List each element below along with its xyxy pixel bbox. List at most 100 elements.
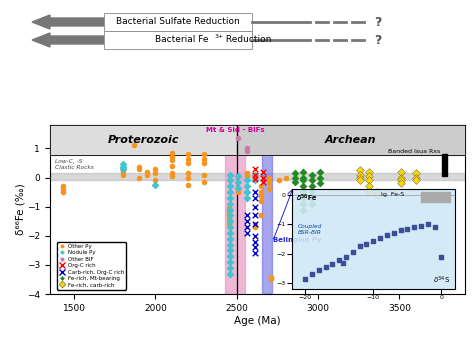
Point xyxy=(144,169,151,174)
Point xyxy=(119,168,127,173)
Point xyxy=(251,233,258,239)
Point xyxy=(300,169,307,174)
Point xyxy=(243,173,250,179)
Point xyxy=(227,236,234,241)
Point xyxy=(300,189,307,195)
Point xyxy=(201,172,208,177)
Text: Archean: Archean xyxy=(325,135,376,145)
Point xyxy=(349,250,356,255)
Point xyxy=(243,146,250,151)
Point xyxy=(412,178,419,183)
Point xyxy=(227,184,234,189)
Text: ?: ? xyxy=(374,16,382,28)
Point xyxy=(227,248,234,253)
Point xyxy=(59,187,66,192)
Point xyxy=(227,259,234,265)
Point xyxy=(267,274,275,279)
Point xyxy=(282,175,290,180)
Point xyxy=(322,264,329,270)
Point xyxy=(300,178,307,183)
Point xyxy=(119,166,127,171)
Point xyxy=(184,151,192,157)
Bar xyxy=(104,31,252,49)
Point xyxy=(308,172,315,177)
Point xyxy=(365,184,373,189)
Point xyxy=(403,226,411,232)
Point xyxy=(412,175,419,180)
Point xyxy=(152,182,159,188)
Point xyxy=(168,154,175,160)
Point xyxy=(243,170,250,176)
Point xyxy=(257,198,265,203)
Point xyxy=(235,173,242,179)
Point xyxy=(267,277,275,282)
Point xyxy=(251,172,258,177)
Point xyxy=(225,208,232,214)
Point xyxy=(356,178,364,183)
Point xyxy=(235,189,242,195)
Point xyxy=(136,166,143,171)
Point xyxy=(373,192,381,198)
Text: Banded Isua Rxs: Banded Isua Rxs xyxy=(388,149,440,154)
Point xyxy=(243,178,250,183)
Point xyxy=(300,175,307,180)
Point xyxy=(136,165,143,170)
Point xyxy=(152,166,159,171)
Point xyxy=(251,176,258,182)
Point xyxy=(316,180,324,186)
Point xyxy=(265,180,273,186)
Point xyxy=(144,172,151,177)
Text: Proterozoic: Proterozoic xyxy=(108,135,179,145)
Point xyxy=(225,211,232,217)
Text: Reduction: Reduction xyxy=(223,35,272,45)
Point xyxy=(251,239,258,244)
Point xyxy=(259,175,267,180)
Text: $\delta^{56}$Fe: $\delta^{56}$Fe xyxy=(296,192,318,203)
Point xyxy=(136,175,143,180)
Point xyxy=(184,156,192,161)
Point xyxy=(168,173,175,179)
Text: $\delta^{34}$S: $\delta^{34}$S xyxy=(433,275,450,286)
Point xyxy=(184,170,192,176)
Text: Low-C, -S
Clastic Rocks: Low-C, -S Clastic Rocks xyxy=(55,159,93,170)
Point xyxy=(184,175,192,180)
Point xyxy=(431,225,438,230)
Point xyxy=(356,244,364,249)
Text: $\delta^{56}$Fe: $\delta^{56}$Fe xyxy=(296,192,318,203)
Point xyxy=(251,195,258,201)
Point xyxy=(227,201,234,207)
Point xyxy=(227,189,234,195)
Point xyxy=(308,272,316,277)
Point xyxy=(227,195,234,201)
Point xyxy=(257,213,265,218)
Legend: Other Py, Nodule Py, Other BIF, Org-C rich, Carb-rich, Org-C rich, Fe-rich, Mt-b: Other Py, Nodule Py, Other BIF, Org-C ri… xyxy=(57,242,127,290)
Point xyxy=(227,224,234,230)
Point xyxy=(300,201,307,207)
Point xyxy=(356,172,364,177)
Bar xyxy=(262,125,272,294)
Point xyxy=(300,207,307,212)
Point xyxy=(292,179,299,185)
Point xyxy=(390,231,398,236)
Point xyxy=(243,218,250,224)
Point xyxy=(308,201,315,207)
Point xyxy=(201,151,208,157)
Point xyxy=(243,213,250,218)
Point xyxy=(257,189,265,195)
FancyArrow shape xyxy=(32,33,104,47)
Point xyxy=(397,180,405,186)
Point xyxy=(397,227,404,233)
Point xyxy=(363,241,370,246)
FancyArrow shape xyxy=(32,15,104,29)
Point xyxy=(227,213,234,218)
Point xyxy=(251,250,258,256)
Point xyxy=(251,166,258,171)
Point xyxy=(184,182,192,188)
Bar xyxy=(226,125,245,294)
Point xyxy=(119,162,127,167)
Point xyxy=(251,245,258,250)
Point xyxy=(417,223,425,228)
Point xyxy=(225,206,232,211)
Point xyxy=(235,179,242,185)
Point xyxy=(397,178,405,183)
